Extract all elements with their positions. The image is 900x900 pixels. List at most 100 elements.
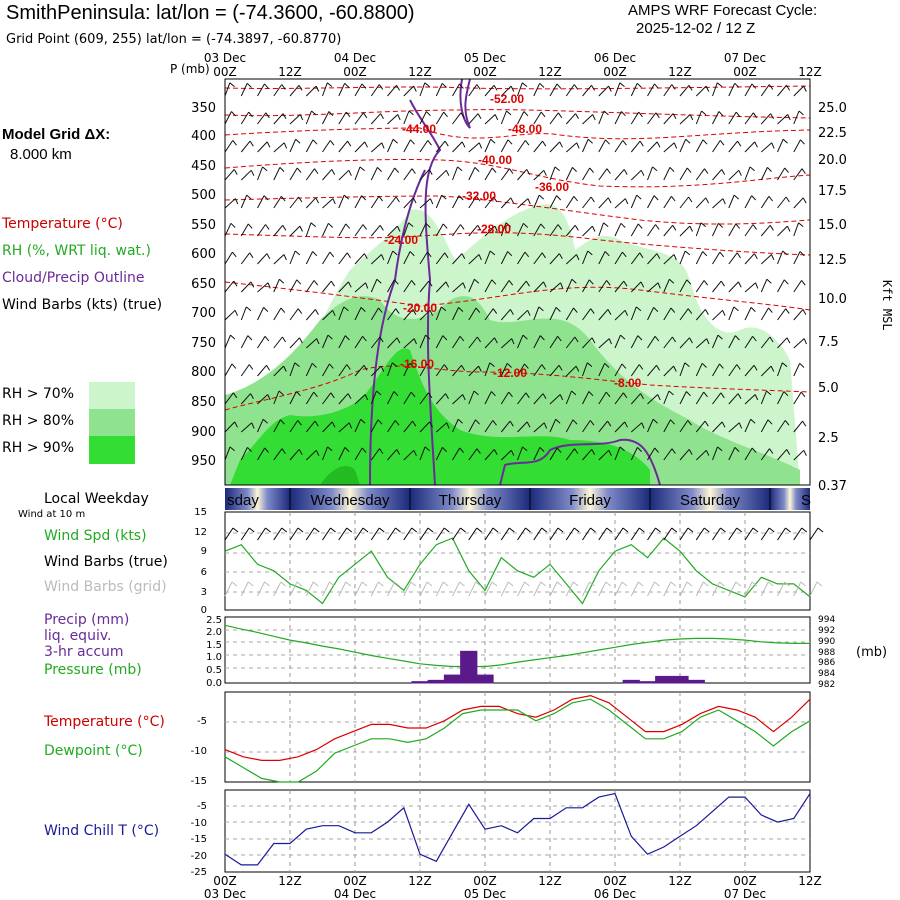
wind-barb-staff — [354, 336, 364, 349]
wind-barb-flag — [379, 225, 384, 231]
date-label-bottom: 05 Dec — [464, 887, 506, 900]
wind-barb-staff — [712, 446, 718, 461]
temp-label-minus28: -28.00 — [477, 222, 511, 236]
wind-barb-flag — [750, 307, 756, 312]
wind-barb-flag — [591, 225, 596, 232]
wind-barb-true — [557, 527, 564, 533]
wind-barb-flag — [428, 169, 433, 175]
wind-barb-staff — [468, 254, 480, 265]
wind-barb-flag — [377, 419, 383, 425]
wind-barb-flag — [591, 85, 596, 91]
wind-barb-staff — [793, 449, 805, 461]
wind-barb-flag — [522, 446, 528, 452]
wind-barb-staff — [679, 308, 689, 321]
wind-barb-staff — [468, 196, 477, 209]
wind-barb-flag — [671, 84, 676, 90]
temperature-series — [224, 694, 811, 762]
wind-barb-staff — [614, 421, 626, 433]
weekday-label-fri: Friday — [569, 492, 611, 509]
wind-barb-flag — [800, 391, 806, 398]
wind-barb-flag — [461, 141, 466, 148]
wind-barb-flag — [700, 222, 707, 227]
wind-barb-true — [712, 527, 721, 541]
temp-label-minus48: -48.00 — [508, 122, 542, 136]
wind-barb-staff — [744, 166, 751, 181]
wind-barb-staff — [712, 198, 724, 209]
wind-barb-flag — [557, 335, 562, 342]
wind-barb-flag — [524, 140, 530, 146]
wind-barb-flag — [427, 392, 433, 399]
wind-barb-staff — [225, 446, 231, 461]
precip-bar — [671, 675, 689, 684]
temp-label-minus24: -24.00 — [384, 233, 418, 247]
grid-point-label: Grid Point (609, 255) lat/lon = (-74.389… — [6, 32, 342, 47]
wind-barb-staff — [549, 224, 559, 237]
wind-barb-flag — [363, 365, 368, 371]
wind-barb-staff — [809, 234, 810, 236]
wind-barb-staff — [419, 111, 427, 125]
wind-barb-flag — [556, 447, 562, 453]
wind-barb-flag — [474, 278, 480, 284]
wind-barb-true — [305, 527, 315, 541]
wind-barb-staff — [289, 167, 298, 181]
kft-tick: 10.0 — [818, 292, 847, 307]
wind-barb-staff — [305, 363, 313, 377]
wind-barb-staff — [695, 222, 702, 237]
wind-barb-staff — [370, 113, 381, 125]
wind-barb-flag — [295, 138, 301, 144]
wind-barb-grid — [702, 581, 709, 587]
wind-barb-flag — [607, 309, 612, 315]
model-grid-label: Model Grid ΔX: — [2, 126, 111, 143]
wind-barb-staff — [468, 113, 479, 125]
wind-barb-grid — [728, 581, 737, 597]
temp-label-minus44: -44.00 — [402, 122, 436, 136]
wind-barb-flag — [721, 169, 726, 175]
wind-barb-staff — [419, 251, 428, 265]
wind-barb-staff — [435, 335, 444, 349]
wind-barb-true — [655, 527, 661, 533]
wind-barb-grid — [744, 581, 753, 597]
wind-barb-flag — [624, 198, 629, 205]
wind-barb-true — [760, 527, 770, 541]
wind-barb-flag — [298, 449, 303, 455]
wind-barb-flag — [574, 448, 579, 454]
wind-barb-flag — [608, 85, 612, 92]
wind-barb-staff — [403, 280, 413, 293]
wind-barb-staff — [582, 225, 593, 237]
wind-barb-flag — [490, 138, 496, 144]
wind-barb-true — [573, 527, 580, 533]
wind-barb-true — [370, 527, 380, 541]
wind-barb-staff — [370, 448, 380, 461]
wind-barb-true — [330, 527, 336, 533]
wind-barb-flag — [263, 307, 269, 312]
pressure-tick: 984 — [818, 669, 835, 679]
wind-barb-staff — [387, 196, 397, 209]
wind-barb-staff — [549, 112, 559, 125]
wind-barb-staff — [630, 194, 638, 209]
wind-barb-staff — [614, 198, 626, 209]
wind-barb-staff — [240, 252, 251, 265]
wind-barb-staff — [760, 336, 771, 349]
time-tick-bottom: 12Z — [278, 874, 302, 888]
wind-barb-flag — [412, 420, 417, 427]
wind-barb-staff — [468, 167, 476, 181]
wind-barb-staff — [289, 250, 296, 265]
p-tick: 750 — [191, 336, 216, 351]
wind-barb-staff — [533, 140, 543, 153]
wind-barb-flag — [313, 391, 318, 398]
wind-barb-flag — [587, 250, 593, 256]
wind-barb-staff — [370, 307, 379, 321]
wind-barb-staff — [647, 394, 659, 405]
wind-barb-staff — [679, 114, 691, 125]
wind-barb-staff — [809, 291, 810, 292]
wind-barb-flag — [574, 225, 579, 231]
wind-barb-flag — [282, 113, 287, 120]
wind-barb-flag — [444, 252, 449, 259]
pressure-unit-label: (mb) — [856, 645, 887, 660]
wind-barb-flag — [392, 250, 398, 256]
wind-barb-flag — [769, 225, 774, 231]
wind-barb-flag — [573, 307, 578, 313]
wind-barb-staff — [289, 449, 300, 461]
wind-barb-flag — [785, 196, 790, 203]
wind-barb-staff — [517, 280, 527, 293]
